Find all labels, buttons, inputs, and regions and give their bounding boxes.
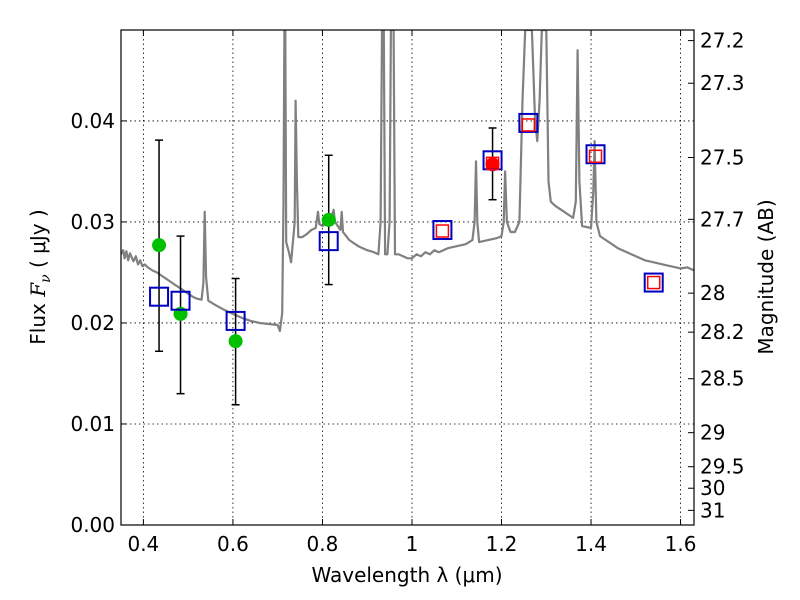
right-tick-label: 27.3 (700, 71, 745, 95)
plot-background (121, 30, 694, 525)
template-spectrum-layer (121, 30, 694, 333)
data-point-circle (152, 238, 167, 253)
x-tick-label: 0.8 (307, 532, 339, 556)
grid-lines (121, 30, 694, 526)
x-axis-label: Wavelength λ (μm) (311, 563, 502, 587)
right-tick-label: 27.2 (700, 29, 745, 53)
data-point-square-small (646, 275, 661, 290)
data-point-square (585, 144, 606, 165)
axis-ticks (121, 30, 694, 526)
data-point-circle (228, 334, 243, 349)
x-tick-label: 1.6 (665, 532, 697, 556)
right-tick-label: 29.5 (700, 455, 745, 479)
right-tick-label: 27.5 (700, 145, 745, 169)
right-tick-label: 27.7 (700, 207, 745, 231)
data-point-square (225, 310, 246, 331)
data-point-square (432, 220, 453, 241)
x-tick-label: 0.4 (127, 532, 159, 556)
y-tick-label: 0.04 (70, 109, 115, 133)
right-tick-label: 28.5 (700, 367, 745, 391)
data-point-circle (321, 212, 336, 227)
data-point-square (518, 112, 539, 133)
y-tick-label: 0.00 (70, 513, 115, 537)
x-tick-label: 1.2 (486, 532, 518, 556)
data-point-square-small (588, 149, 603, 164)
y-tick-label: 0.03 (70, 210, 115, 234)
data-point-square (170, 290, 191, 311)
y-tick-label: 0.02 (70, 311, 115, 335)
data-point-circle (485, 157, 500, 172)
y-tick-labels: 0.00 0.01 0.02 0.03 0.04 (70, 109, 115, 537)
right-tick-label: 30 (700, 476, 725, 500)
data-point-square (643, 272, 664, 293)
data-point-square (149, 286, 170, 307)
right-tick-label: 28.2 (700, 320, 745, 344)
x-tick-label: 1.4 (575, 532, 607, 556)
right-tick-label: 29 (700, 421, 725, 445)
template-spectrum-line (121, 30, 694, 333)
plot-frame (120, 29, 695, 526)
x-tick-label: 0.6 (217, 532, 249, 556)
data-point-square-small (435, 224, 450, 238)
x-tick-labels: 0.4 0.6 0.8 1 1.2 1.4 1.6 (127, 532, 696, 556)
data-point-square (318, 231, 339, 252)
right-tick-label: 31 (700, 498, 725, 522)
right-tick-label: 28 (700, 281, 725, 305)
data-point-square-small (521, 118, 536, 132)
x-tick-label: 1 (406, 532, 419, 556)
y-axis-label-left: Flux Fν ( μJy ) (26, 209, 54, 344)
data-point-square-small (485, 156, 500, 171)
y-axis-label-right: Magnitude (AB) (754, 199, 778, 354)
marker-layer (149, 112, 664, 349)
y-tick-label: 0.01 (70, 412, 115, 436)
